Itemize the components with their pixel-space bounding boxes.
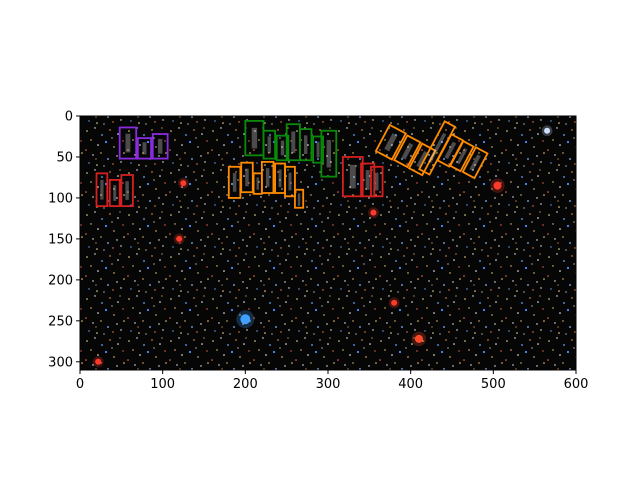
bounding-box-red-1 bbox=[108, 179, 121, 208]
bounding-box-orange-29 bbox=[461, 146, 489, 180]
plot-area bbox=[79, 115, 577, 371]
box-glyph-23 bbox=[384, 133, 398, 152]
box-glyph-13 bbox=[251, 127, 258, 149]
x-tick-label-6: 600 bbox=[564, 377, 589, 392]
bounding-box-orange-9 bbox=[260, 160, 275, 194]
bright-star-2 bbox=[493, 181, 502, 190]
y-tick-label-3: 150 bbox=[48, 232, 73, 247]
box-glyph-25 bbox=[416, 150, 429, 168]
box-glyph-24 bbox=[401, 142, 414, 160]
bounding-box-red-22 bbox=[370, 165, 384, 198]
bounding-box-orange-23 bbox=[374, 123, 407, 161]
box-glyph-15 bbox=[280, 140, 285, 156]
bright-star-6 bbox=[95, 358, 102, 365]
box-glyph-21 bbox=[365, 170, 370, 190]
x-tick-label-1: 100 bbox=[150, 377, 175, 392]
x-tick-label-3: 300 bbox=[316, 377, 341, 392]
box-glyph-29 bbox=[469, 154, 481, 172]
bright-star-1 bbox=[414, 334, 423, 343]
bounding-box-orange-28 bbox=[449, 139, 475, 173]
x-tick-label-4: 400 bbox=[398, 377, 423, 392]
y-tick-label-1: 50 bbox=[56, 150, 73, 165]
bounding-box-orange-12 bbox=[294, 188, 305, 209]
y-tick-label-6: 300 bbox=[48, 355, 73, 370]
bounding-box-purple-3 bbox=[118, 126, 138, 160]
bright-star-3 bbox=[176, 235, 183, 242]
x-tick-label-2: 200 bbox=[233, 377, 258, 392]
box-glyph-27 bbox=[444, 141, 457, 160]
y-tick-label-2: 100 bbox=[48, 191, 73, 206]
box-glyph-7 bbox=[245, 168, 249, 187]
box-glyph-10 bbox=[278, 169, 282, 188]
x-tick-label-0: 0 bbox=[76, 377, 84, 392]
box-glyph-8 bbox=[256, 177, 259, 190]
box-glyph-17 bbox=[303, 135, 308, 155]
x-tick-label-5: 500 bbox=[481, 377, 506, 392]
box-glyph-22 bbox=[375, 172, 379, 191]
bounding-box-red-0 bbox=[95, 172, 109, 208]
box-glyph-14 bbox=[267, 136, 272, 154]
bounding-box-purple-5 bbox=[151, 133, 169, 160]
box-glyph-4 bbox=[142, 142, 147, 155]
bright-star-8 bbox=[180, 180, 187, 187]
bright-stars-layer bbox=[92, 125, 553, 368]
bounding-boxes-layer bbox=[95, 120, 489, 209]
bounding-box-red-20 bbox=[341, 156, 364, 198]
bounding-box-purple-4 bbox=[136, 137, 152, 160]
box-glyph-16 bbox=[291, 131, 296, 154]
bright-star-5 bbox=[544, 127, 551, 134]
bounding-box-red-21 bbox=[360, 162, 376, 198]
bounding-box-orange-25 bbox=[407, 142, 437, 177]
bounding-box-orange-11 bbox=[284, 165, 296, 198]
y-tick-label-4: 200 bbox=[48, 273, 73, 288]
box-glyph-6 bbox=[232, 173, 237, 192]
box-glyph-5 bbox=[157, 138, 163, 154]
y-tick-label-5: 250 bbox=[48, 314, 73, 329]
bounding-box-green-19 bbox=[320, 129, 338, 178]
box-glyph-3 bbox=[125, 133, 131, 153]
bounding-box-green-15 bbox=[275, 134, 290, 162]
box-glyph-19 bbox=[326, 139, 332, 168]
box-glyph-12 bbox=[297, 193, 301, 205]
y-tick-label-0: 0 bbox=[65, 110, 73, 125]
bounding-box-green-18 bbox=[312, 135, 324, 164]
box-glyph-2 bbox=[125, 181, 129, 200]
x-axis: 0 100 200 300 400 500 600 bbox=[76, 370, 589, 392]
box-glyph-11 bbox=[288, 172, 292, 191]
box-glyph-1 bbox=[113, 185, 117, 201]
box-glyph-0 bbox=[100, 179, 104, 200]
bright-star-0 bbox=[240, 314, 251, 325]
bounding-box-green-14 bbox=[262, 129, 276, 160]
bright-star-4 bbox=[391, 299, 398, 306]
bounding-box-green-17 bbox=[298, 128, 313, 162]
bright-star-7 bbox=[370, 209, 377, 216]
box-glyph-28 bbox=[456, 147, 468, 165]
box-glyph-20 bbox=[349, 164, 356, 189]
box-glyph-18 bbox=[316, 141, 320, 158]
y-axis: 0 50 100 150 200 250 300 bbox=[48, 110, 80, 370]
box-glyph-26 bbox=[427, 132, 447, 164]
bounding-box-orange-24 bbox=[393, 134, 422, 169]
box-glyph-9 bbox=[265, 168, 270, 187]
bounding-box-red-2 bbox=[120, 174, 134, 208]
